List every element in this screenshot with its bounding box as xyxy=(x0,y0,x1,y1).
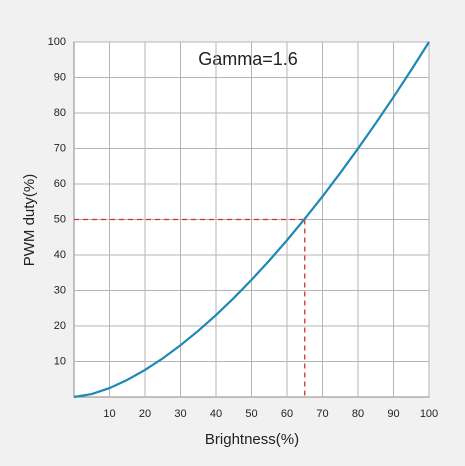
x-tick-label: 70 xyxy=(316,408,328,420)
x-tick-label: 50 xyxy=(245,408,257,420)
x-tick-label: 40 xyxy=(210,408,222,420)
y-axis-label: PWM duty(%) xyxy=(21,174,38,267)
x-tick-label: 20 xyxy=(139,408,151,420)
y-tick-label: 100 xyxy=(48,36,66,48)
y-tick-label: 30 xyxy=(54,284,66,296)
x-tick-label: 80 xyxy=(352,408,364,420)
x-tick-label: 30 xyxy=(174,408,186,420)
x-axis-label: Brightness(%) xyxy=(205,431,299,448)
y-tick-label: 70 xyxy=(54,142,66,154)
y-tick-label: 90 xyxy=(54,71,66,83)
y-tick-label: 60 xyxy=(54,178,66,190)
y-tick-label: 40 xyxy=(54,249,66,261)
x-tick-label: 100 xyxy=(420,408,438,420)
curve xyxy=(73,41,430,399)
annotation: Gamma=1.6 xyxy=(198,49,298,69)
x-tick-label: 10 xyxy=(103,408,115,420)
y-tick-label: 20 xyxy=(54,320,66,332)
y-tick-label: 80 xyxy=(54,107,66,119)
x-tick-label: 90 xyxy=(387,408,399,420)
y-tick-label: 10 xyxy=(54,355,66,367)
x-tick-label: 60 xyxy=(281,408,293,420)
y-tick-label: 50 xyxy=(54,213,66,225)
